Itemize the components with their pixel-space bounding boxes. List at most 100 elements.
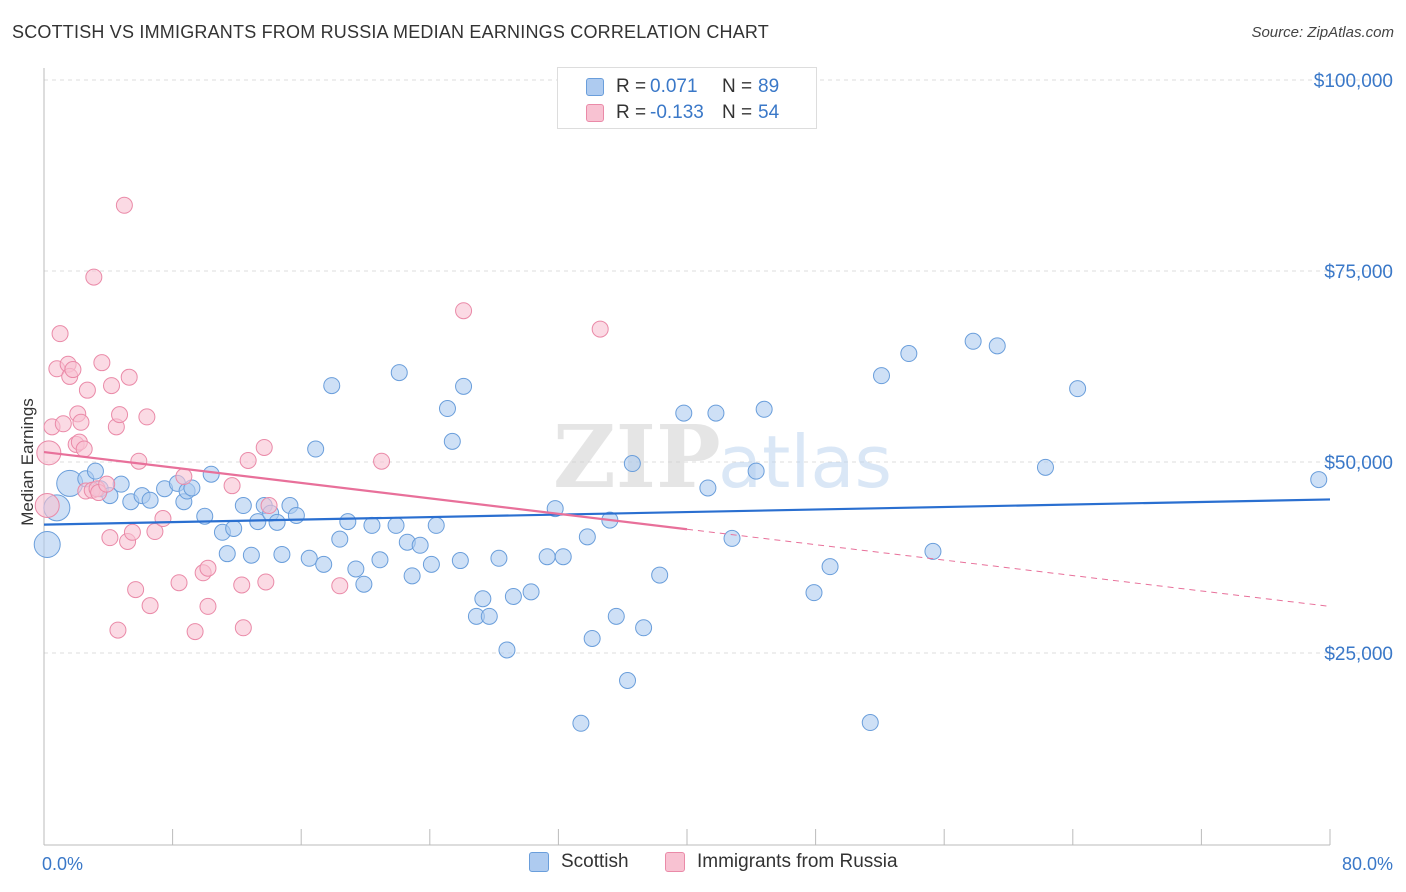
scottish-point [363, 516, 381, 534]
russia-point [199, 597, 217, 615]
x-tick-label: 0.0% [42, 854, 83, 874]
scottish-point [623, 455, 641, 473]
scottish-point [411, 536, 429, 554]
scottish-point [988, 337, 1006, 355]
source-label: Source: ZipAtlas.com [1251, 24, 1394, 41]
legend-item-russia[interactable]: Immigrants from Russia [665, 851, 898, 873]
scottish-point [300, 549, 318, 567]
russia-point [138, 408, 156, 426]
russia-point [233, 576, 251, 594]
series-scottish [33, 332, 1328, 732]
scottish-point [225, 519, 243, 537]
series-russia [34, 196, 609, 641]
russia-point [51, 325, 69, 343]
russia-point [170, 574, 188, 592]
scottish-point [403, 567, 421, 585]
scottish-point [1069, 380, 1087, 398]
russia-point [239, 451, 257, 469]
scottish-point [723, 529, 741, 547]
russia-point [260, 497, 278, 515]
scottish-point [578, 528, 596, 546]
scottish-point [619, 672, 637, 690]
scottish-point [522, 583, 540, 601]
scottish-point [480, 607, 498, 625]
scottish-point [755, 400, 773, 418]
russia-point [141, 597, 159, 615]
legend-item-scottish[interactable]: Scottish [529, 851, 629, 873]
russia-point [109, 621, 127, 639]
scottish-point [390, 364, 408, 382]
russia-point [373, 452, 391, 470]
scottish-point [347, 560, 365, 578]
russia-trendline-extension [686, 528, 1331, 607]
russia-point [101, 529, 119, 547]
scottish-point [1310, 471, 1328, 489]
scottish-point [33, 531, 61, 559]
russia-point [103, 377, 121, 395]
scottish-point [307, 440, 325, 458]
scottish-point [747, 462, 765, 480]
scottish-trendline [43, 498, 1331, 526]
scottish-point [861, 714, 879, 732]
correlation-legend: R = 0.071 N = 89 R = -0.133 N = 54 [557, 67, 817, 129]
series-legend: Scottish Immigrants from Russia [0, 851, 1406, 877]
russia-point [223, 477, 241, 495]
scottish-point [964, 332, 982, 350]
scottish-point [651, 566, 669, 584]
scottish-point [234, 497, 252, 515]
scottish-point [1036, 458, 1054, 476]
russia-point [98, 475, 116, 493]
scottish-point [924, 542, 942, 560]
scottish-point [583, 629, 601, 647]
russia-swatch [586, 104, 604, 122]
scottish-point [331, 530, 349, 548]
russia-point [54, 415, 72, 433]
y-tick-label: $50,000 [1324, 453, 1393, 474]
russia-point [331, 577, 349, 595]
scottish-point [451, 552, 469, 570]
scottish-point [455, 377, 473, 395]
scottish-point [438, 400, 456, 418]
russia-point [257, 573, 275, 591]
scottish-point [498, 641, 516, 659]
watermark: ZIPatlas [553, 407, 892, 508]
russia-point [234, 619, 252, 637]
legend-row-russia: R = -0.133 N = 54 [586, 101, 779, 125]
n-label: N = [722, 76, 753, 97]
watermark-atlas: atlas [718, 420, 892, 504]
scottish-point [675, 404, 693, 422]
scottish-point [242, 546, 260, 564]
scottish-point [112, 475, 130, 493]
y-tick-label: $75,000 [1324, 262, 1393, 283]
scottish-point [202, 465, 220, 483]
russia-point [186, 623, 204, 641]
scottish-swatch [529, 852, 549, 872]
scottish-point [339, 513, 357, 531]
scottish-point [474, 590, 492, 608]
scottish-swatch [586, 78, 604, 96]
russia-point [75, 440, 93, 458]
scottish-point [707, 404, 725, 422]
scottish-point [218, 545, 236, 563]
legend-label-scottish: Scottish [561, 851, 629, 872]
russia-point [120, 368, 138, 386]
scottish-point [538, 548, 556, 566]
russia-point [591, 320, 609, 338]
y-tick-label: $25,000 [1324, 644, 1393, 665]
scottish-point [607, 607, 625, 625]
legend-row-scottish: R = 0.071 N = 89 [586, 75, 779, 99]
scottish-point [554, 548, 572, 566]
scottish-point [323, 377, 341, 395]
russia-point [34, 493, 60, 519]
scottish-point [821, 558, 839, 576]
russia-point [111, 406, 129, 424]
russia-point [78, 381, 96, 399]
n-value: 89 [758, 76, 780, 97]
russia-point [455, 302, 473, 320]
scottish-point [315, 555, 333, 573]
legend-label-russia: Immigrants from Russia [697, 851, 898, 872]
r-label: R = [616, 102, 647, 123]
chart-title: SCOTTISH VS IMMIGRANTS FROM RUSSIA MEDIA… [12, 22, 770, 42]
scottish-point [196, 507, 214, 525]
scottish-point [86, 462, 104, 480]
